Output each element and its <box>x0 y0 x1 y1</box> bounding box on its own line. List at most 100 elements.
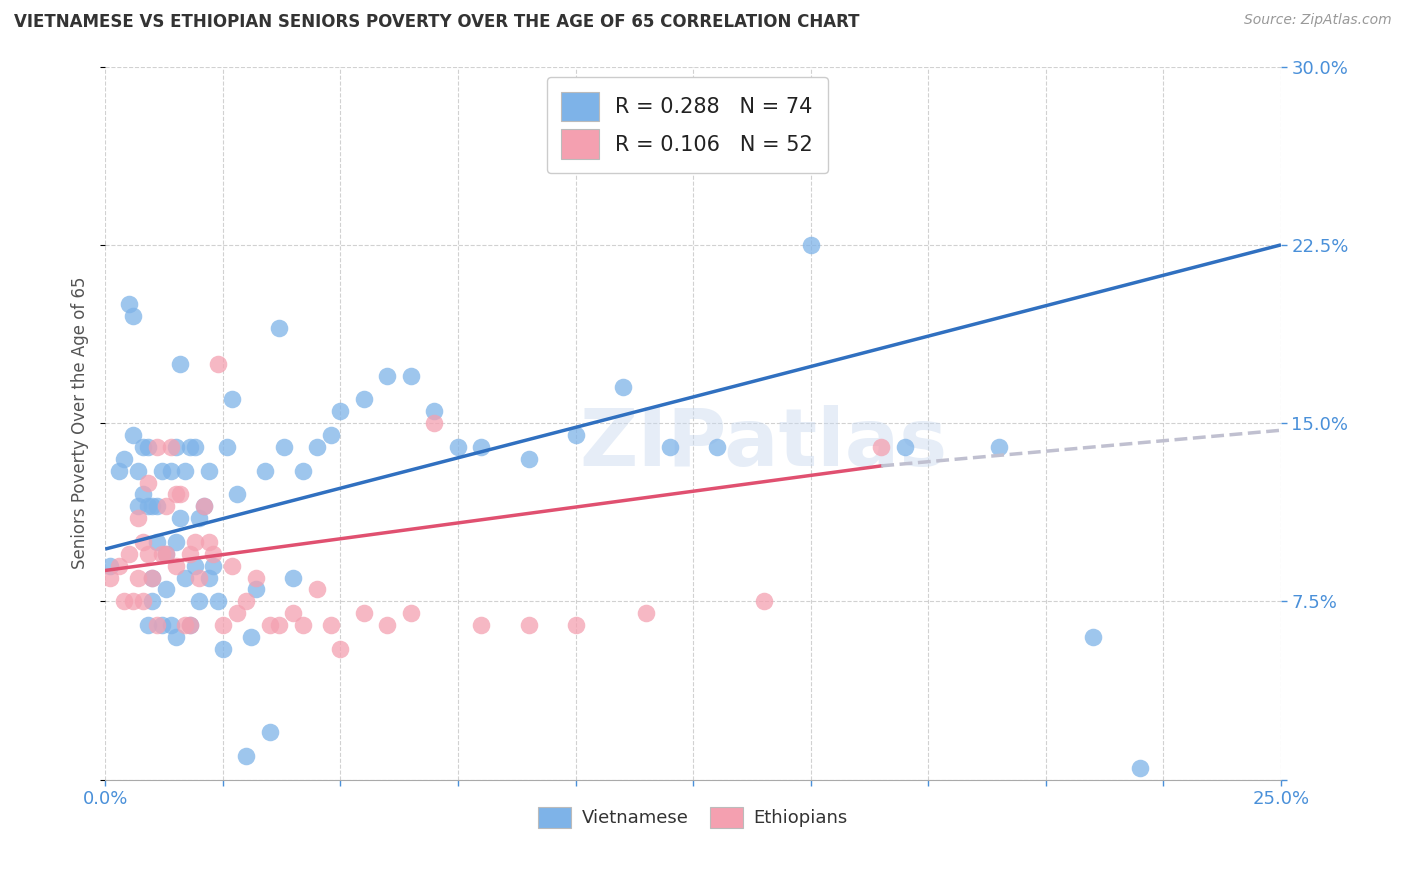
Point <box>183 535 205 549</box>
Point <box>987 440 1010 454</box>
Point <box>197 535 219 549</box>
Point <box>141 571 163 585</box>
Point <box>108 558 131 573</box>
Point <box>165 630 187 644</box>
Point <box>291 618 314 632</box>
Point <box>136 547 159 561</box>
Point <box>254 464 277 478</box>
Point <box>1129 761 1152 775</box>
Point <box>160 618 183 632</box>
Point <box>800 237 823 252</box>
Point <box>221 392 243 407</box>
Point <box>127 464 149 478</box>
Point <box>150 547 173 561</box>
Point <box>160 440 183 454</box>
Point <box>136 618 159 632</box>
Point <box>517 451 540 466</box>
Point <box>155 547 177 561</box>
Point <box>269 321 291 335</box>
Point <box>98 571 121 585</box>
Point <box>118 547 141 561</box>
Point <box>179 547 201 561</box>
Point <box>132 535 155 549</box>
Point <box>169 487 191 501</box>
Point <box>319 618 342 632</box>
Point <box>122 594 145 608</box>
Point <box>122 309 145 323</box>
Point <box>240 630 263 644</box>
Point <box>211 641 233 656</box>
Point <box>141 500 163 514</box>
Point <box>517 618 540 632</box>
Point <box>207 357 229 371</box>
Point <box>136 440 159 454</box>
Point <box>127 500 149 514</box>
Point <box>136 475 159 490</box>
Point <box>183 440 205 454</box>
Point <box>399 606 422 620</box>
Point <box>169 511 191 525</box>
Point <box>179 440 201 454</box>
Point <box>202 547 225 561</box>
Point <box>98 558 121 573</box>
Point <box>146 440 169 454</box>
Point <box>221 558 243 573</box>
Legend: Vietnamese, Ethiopians: Vietnamese, Ethiopians <box>531 799 855 835</box>
Point <box>447 440 470 454</box>
Point <box>399 368 422 383</box>
Point <box>211 618 233 632</box>
Point <box>146 535 169 549</box>
Point <box>174 464 197 478</box>
Point <box>122 428 145 442</box>
Point <box>377 368 399 383</box>
Point <box>127 511 149 525</box>
Point <box>155 582 177 597</box>
Point <box>150 618 173 632</box>
Point <box>423 404 446 418</box>
Point <box>188 594 211 608</box>
Point <box>179 618 201 632</box>
Point <box>225 606 247 620</box>
Point <box>169 357 191 371</box>
Text: VIETNAMESE VS ETHIOPIAN SENIORS POVERTY OVER THE AGE OF 65 CORRELATION CHART: VIETNAMESE VS ETHIOPIAN SENIORS POVERTY … <box>14 13 859 31</box>
Point <box>188 571 211 585</box>
Point <box>155 547 177 561</box>
Point <box>132 440 155 454</box>
Point <box>174 571 197 585</box>
Point <box>329 404 352 418</box>
Point <box>197 571 219 585</box>
Point <box>658 440 681 454</box>
Point <box>136 500 159 514</box>
Point <box>245 582 267 597</box>
Point <box>259 725 281 739</box>
Point <box>470 618 492 632</box>
Point <box>423 416 446 430</box>
Point <box>636 606 658 620</box>
Point <box>305 440 328 454</box>
Point <box>165 535 187 549</box>
Point <box>207 594 229 608</box>
Point <box>193 500 215 514</box>
Point <box>132 594 155 608</box>
Point <box>165 487 187 501</box>
Point <box>141 571 163 585</box>
Point <box>183 558 205 573</box>
Point <box>564 428 586 442</box>
Point <box>165 558 187 573</box>
Point <box>269 618 291 632</box>
Y-axis label: Seniors Poverty Over the Age of 65: Seniors Poverty Over the Age of 65 <box>72 277 89 569</box>
Text: ZIPatlas: ZIPatlas <box>579 406 948 483</box>
Point <box>141 594 163 608</box>
Point <box>235 748 257 763</box>
Point <box>146 500 169 514</box>
Point <box>160 464 183 478</box>
Point <box>225 487 247 501</box>
Point <box>235 594 257 608</box>
Point <box>706 440 728 454</box>
Point <box>193 500 215 514</box>
Point <box>612 380 634 394</box>
Point <box>217 440 239 454</box>
Text: Source: ZipAtlas.com: Source: ZipAtlas.com <box>1244 13 1392 28</box>
Point <box>245 571 267 585</box>
Point <box>108 464 131 478</box>
